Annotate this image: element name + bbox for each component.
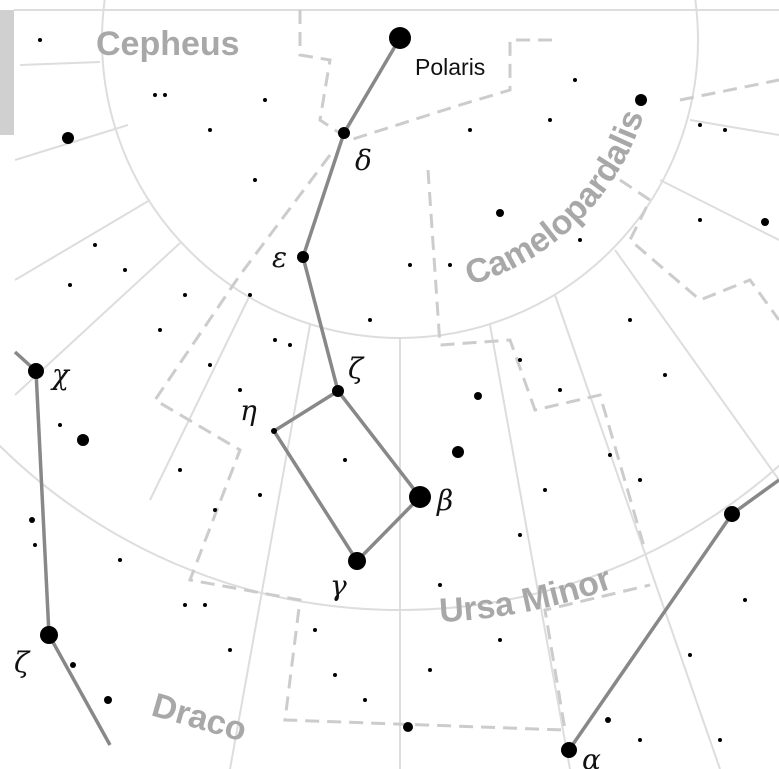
star-label: β: [436, 484, 453, 517]
side-panel: [0, 10, 14, 135]
constellation-boundaries: [152, 10, 779, 732]
stars: [28, 27, 769, 758]
star-label: δ: [355, 144, 372, 177]
star-label: η: [240, 394, 257, 427]
star-labels: Polaris δ ε ζ η β γ χ ζ α: [14, 54, 601, 769]
star-label: Polaris: [415, 54, 485, 80]
star-label: χ: [50, 358, 71, 391]
star-label: ζ: [14, 646, 31, 679]
star-label: ζ: [348, 352, 365, 385]
star-label: α: [582, 743, 601, 769]
constellation-name: Cepheus: [96, 25, 240, 63]
star-label: ε: [272, 241, 287, 274]
star-label: γ: [330, 569, 347, 602]
